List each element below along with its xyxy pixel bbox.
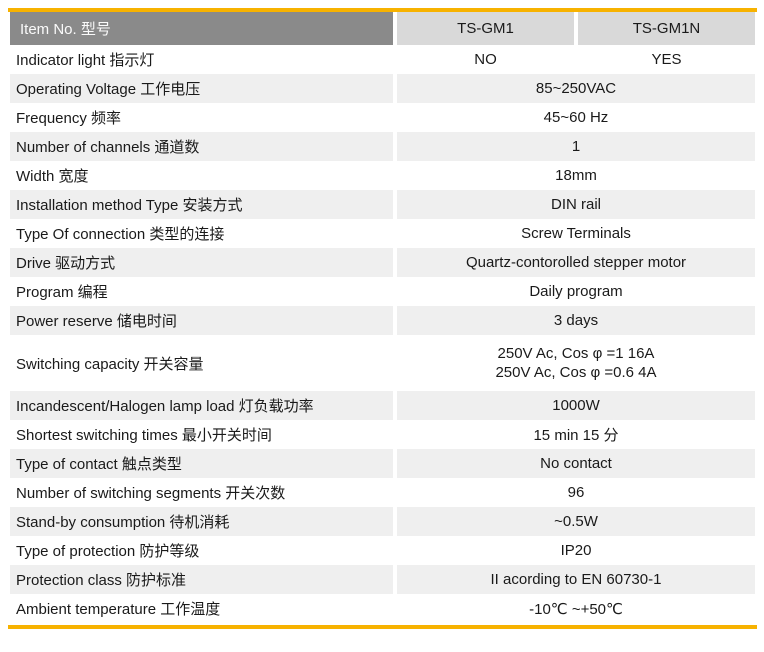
spec-row-value: 18mm [555, 167, 597, 184]
spec-row-label: Type of protection 防护等级 [16, 543, 200, 560]
spec-row-switching-capacity: Switching capacity 开关容量 250V Ac, Cos φ =… [10, 335, 755, 391]
spec-row-number-of-channels: Number of channels 通道数 1 [10, 132, 755, 161]
spec-row-type-of-contact: Type of contact 触点类型 No contact [10, 449, 755, 478]
spec-row-lamp-load: Incandescent/Halogen lamp load 灯负载功率 100… [10, 391, 755, 420]
spec-row-operating-voltage: Operating Voltage 工作电压 85~250VAC [10, 74, 755, 103]
switching-capacity-line-1: 250V Ac, Cos φ =1 16A [497, 345, 655, 362]
spec-row-value: 15 min 15 分 [533, 427, 619, 444]
spec-row-label: Type of contact 触点类型 [10, 449, 393, 478]
spec-row-switching-segments: Number of switching segments 开关次数 96 [10, 478, 755, 507]
spec-row-label: Frequency 频率 [16, 110, 122, 127]
spec-row-label: Drive 驱动方式 [10, 248, 393, 277]
switching-capacity-line-2: 250V Ac, Cos φ =0.6 4A [495, 364, 657, 381]
spec-row-value: 45~60 Hz [543, 109, 609, 126]
spec-row-label: Installation method Type 安装方式 [10, 190, 393, 219]
header-item-no: Item No. 型号 [10, 12, 393, 45]
spec-row-indicator-light: Indicator light 指示灯 NO YES [10, 45, 755, 74]
spec-row-ambient-temperature: Ambient temperature 工作温度 -10℃ ~+50℃ [10, 594, 755, 623]
header-model-ts-gm1: TS-GM1 [397, 12, 574, 45]
spec-row-label: Power reserve 储电时间 [10, 306, 393, 335]
spec-row-value: IP20 [560, 542, 592, 559]
spec-row-value: 3 days [397, 306, 755, 335]
spec-row-value: Screw Terminals [521, 225, 631, 242]
spec-row-label: Operating Voltage 工作电压 [10, 74, 393, 103]
spec-row-value: -10℃ ~+50℃ [529, 600, 623, 618]
table-header-row: Item No. 型号 TS-GM1 TS-GM1N [10, 12, 755, 45]
spec-row-width: Width 宽度 18mm [10, 161, 755, 190]
spec-row-program: Program 编程 Daily program [10, 277, 755, 306]
spec-row-value: 85~250VAC [397, 74, 755, 103]
spec-row-label: Number of switching segments 开关次数 [16, 485, 286, 502]
spec-row-label: Width 宽度 [16, 168, 89, 185]
spec-row-label: Incandescent/Halogen lamp load 灯负载功率 [10, 391, 393, 420]
spec-row-label: Stand-by consumption 待机消耗 [10, 507, 393, 536]
spec-row-value: 1 [397, 132, 755, 161]
spec-row-value: No contact [397, 449, 755, 478]
spec-row-value: ~0.5W [397, 507, 755, 536]
spec-row-value: 250V Ac, Cos φ =1 16A 250V Ac, Cos φ =0.… [397, 335, 755, 391]
top-accent-line [8, 8, 757, 12]
spec-row-value-ts-gm1: NO [474, 51, 497, 68]
spec-table: Item No. 型号 TS-GM1 TS-GM1N Indicator lig… [10, 12, 755, 623]
spec-row-protection-class: Protection class 防护标准 II acording to EN … [10, 565, 755, 594]
spec-row-label: Indicator light 指示灯 [16, 52, 155, 69]
spec-row-label: Number of channels 通道数 [10, 132, 393, 161]
spec-row-label: Type Of connection 类型的连接 [16, 226, 225, 243]
spec-row-label: Protection class 防护标准 [10, 565, 393, 594]
spec-table-body: Indicator light 指示灯 NO YES Operating Vol… [10, 45, 755, 623]
spec-row-standby-consumption: Stand-by consumption 待机消耗 ~0.5W [10, 507, 755, 536]
spec-row-frequency: Frequency 频率 45~60 Hz [10, 103, 755, 132]
spec-row-installation-method: Installation method Type 安装方式 DIN rail [10, 190, 755, 219]
spec-row-value: Quartz-contorolled stepper motor [397, 248, 755, 277]
spec-row-label: Ambient temperature 工作温度 [16, 601, 221, 618]
spec-row-power-reserve: Power reserve 储电时间 3 days [10, 306, 755, 335]
header-model-ts-gm1n: TS-GM1N [578, 12, 755, 45]
spec-row-label: Shortest switching times 最小开关时间 [16, 427, 272, 444]
spec-row-value: DIN rail [397, 190, 755, 219]
spec-row-value: 96 [567, 484, 585, 501]
spec-row-value-ts-gm1n: YES [651, 51, 682, 68]
spec-row-value: II acording to EN 60730-1 [397, 565, 755, 594]
spec-row-value: 1000W [397, 391, 755, 420]
spec-row-label: Switching capacity 开关容量 [16, 355, 204, 373]
spec-sheet-page: Item No. 型号 TS-GM1 TS-GM1N Indicator lig… [0, 8, 764, 652]
spec-row-drive: Drive 驱动方式 Quartz-contorolled stepper mo… [10, 248, 755, 277]
spec-row-type-of-protection: Type of protection 防护等级 IP20 [10, 536, 755, 565]
spec-row-type-of-connection: Type Of connection 类型的连接 Screw Terminals [10, 219, 755, 248]
spec-row-shortest-switching-times: Shortest switching times 最小开关时间 15 min 1… [10, 420, 755, 449]
bottom-accent-line [8, 625, 757, 629]
spec-row-label: Program 编程 [16, 284, 108, 301]
spec-row-value: Daily program [529, 283, 623, 300]
